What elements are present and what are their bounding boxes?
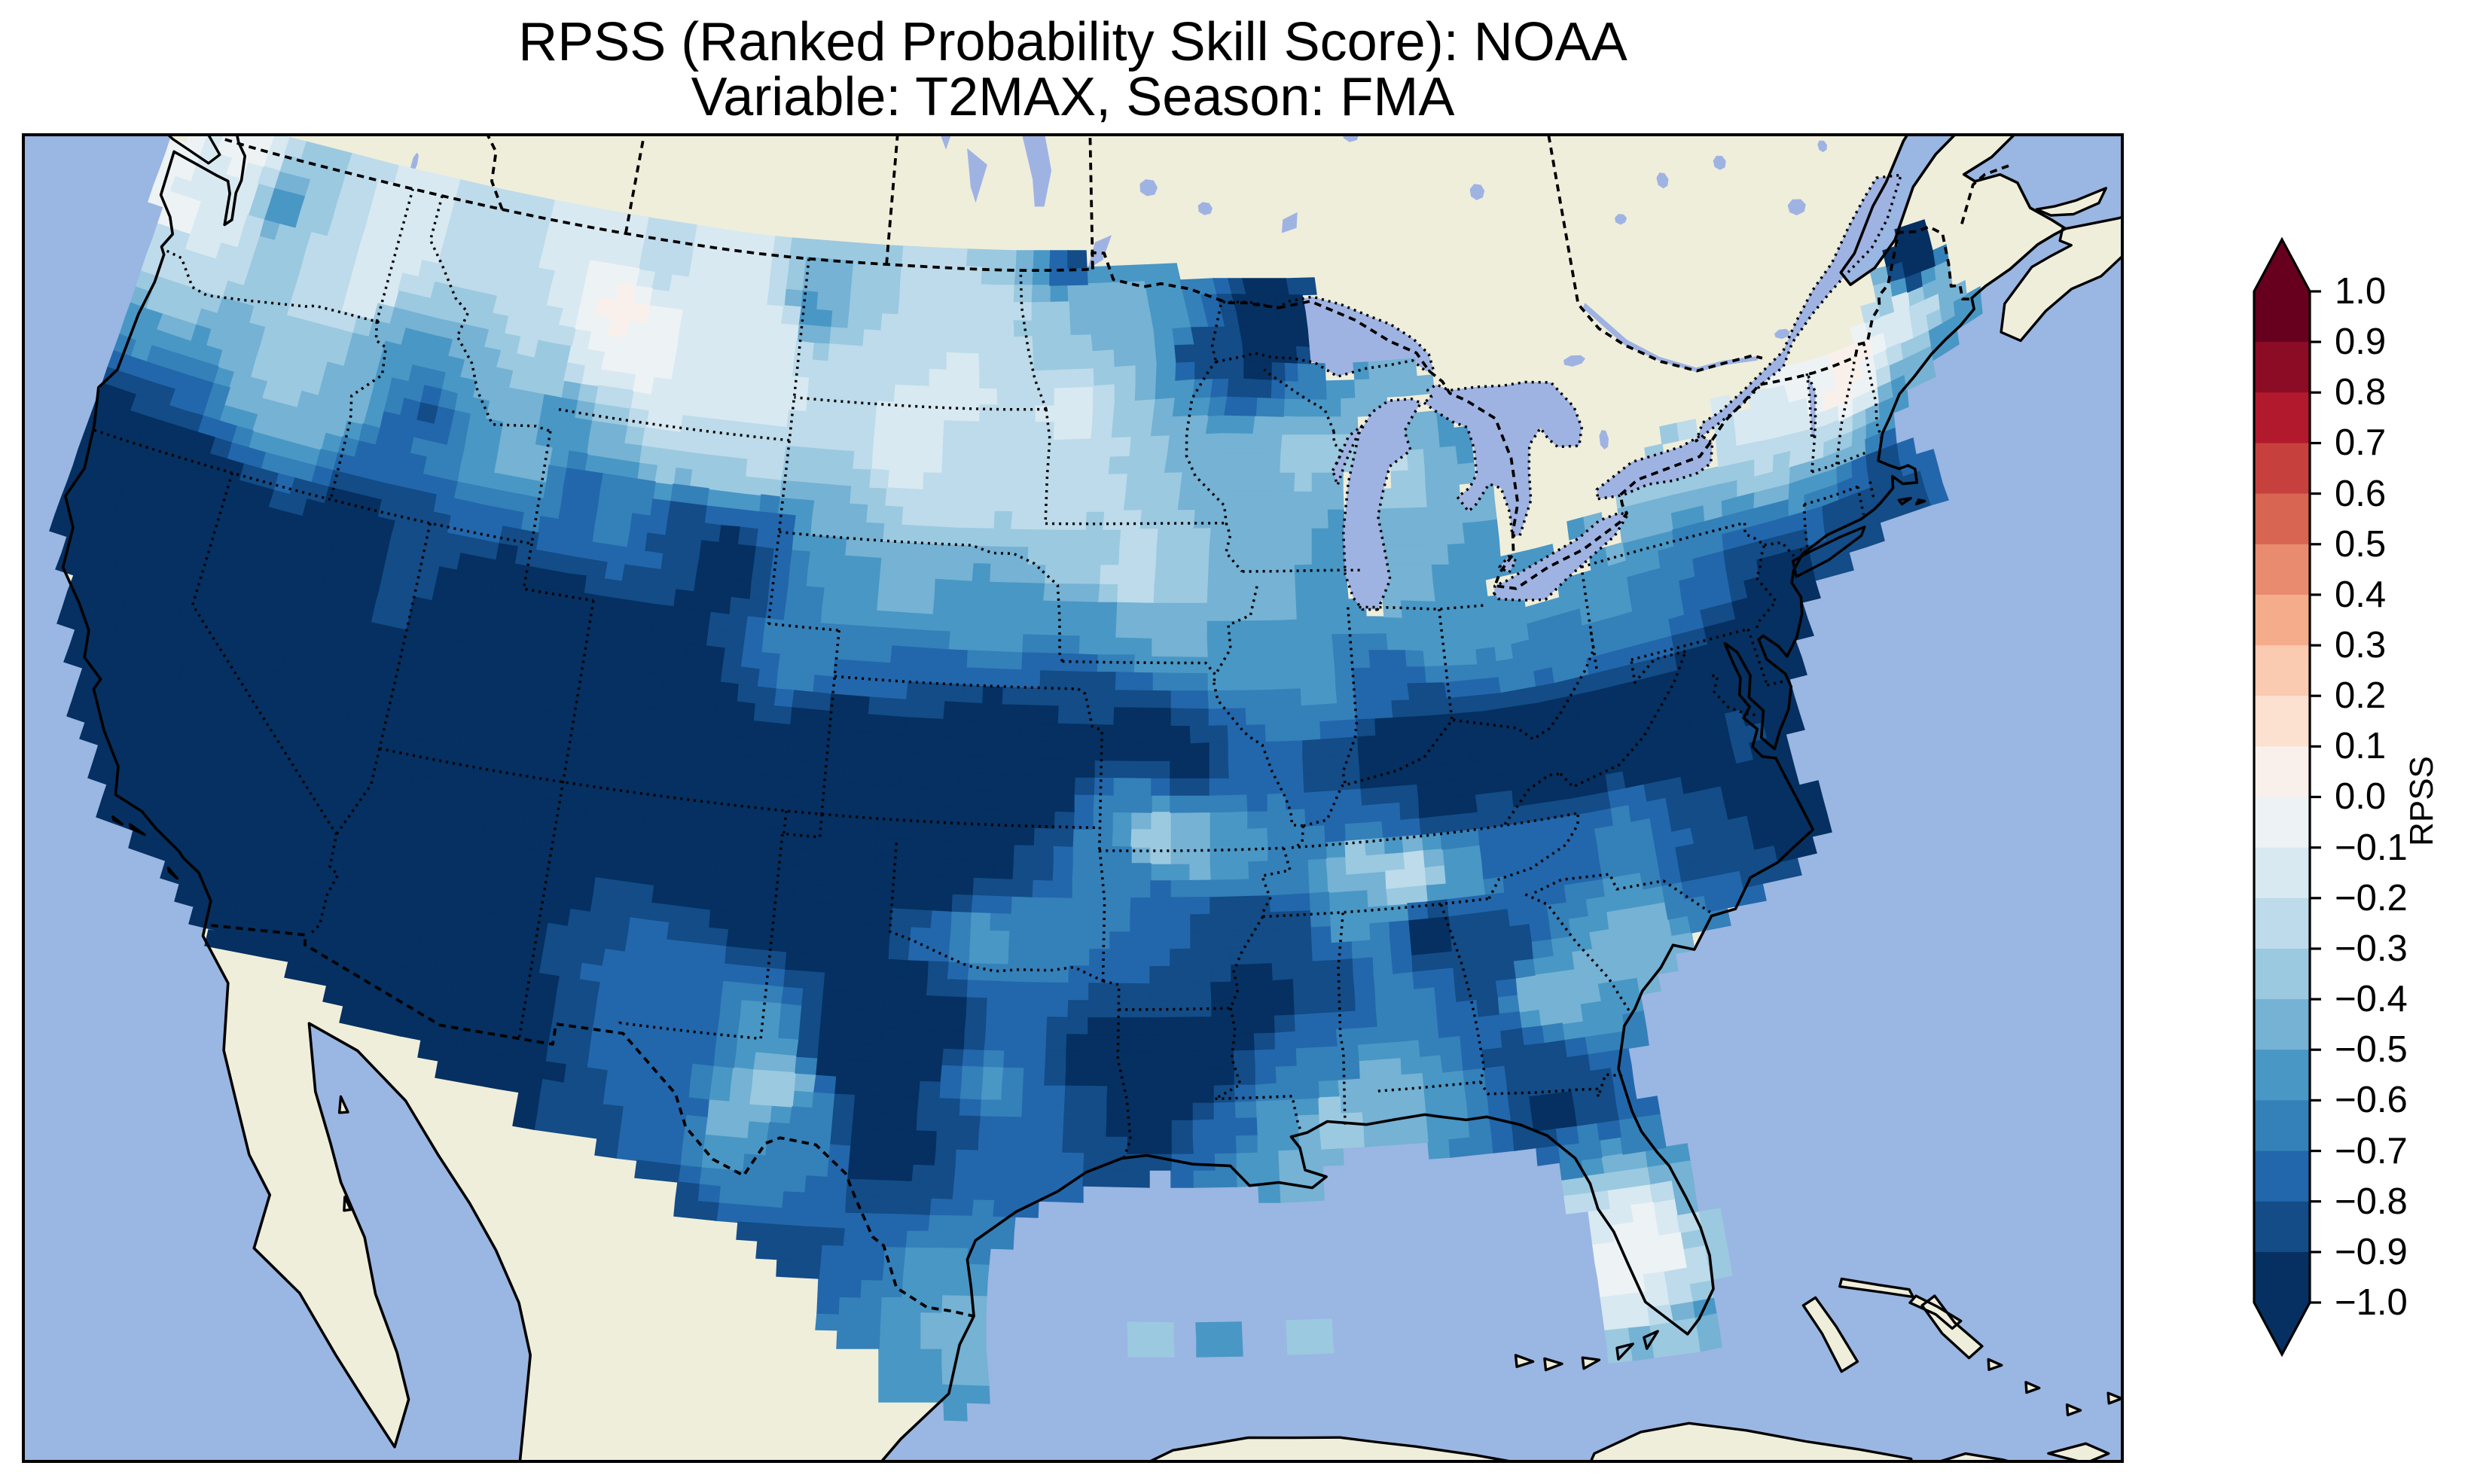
svg-text:RPSS: RPSS	[2403, 756, 2440, 846]
